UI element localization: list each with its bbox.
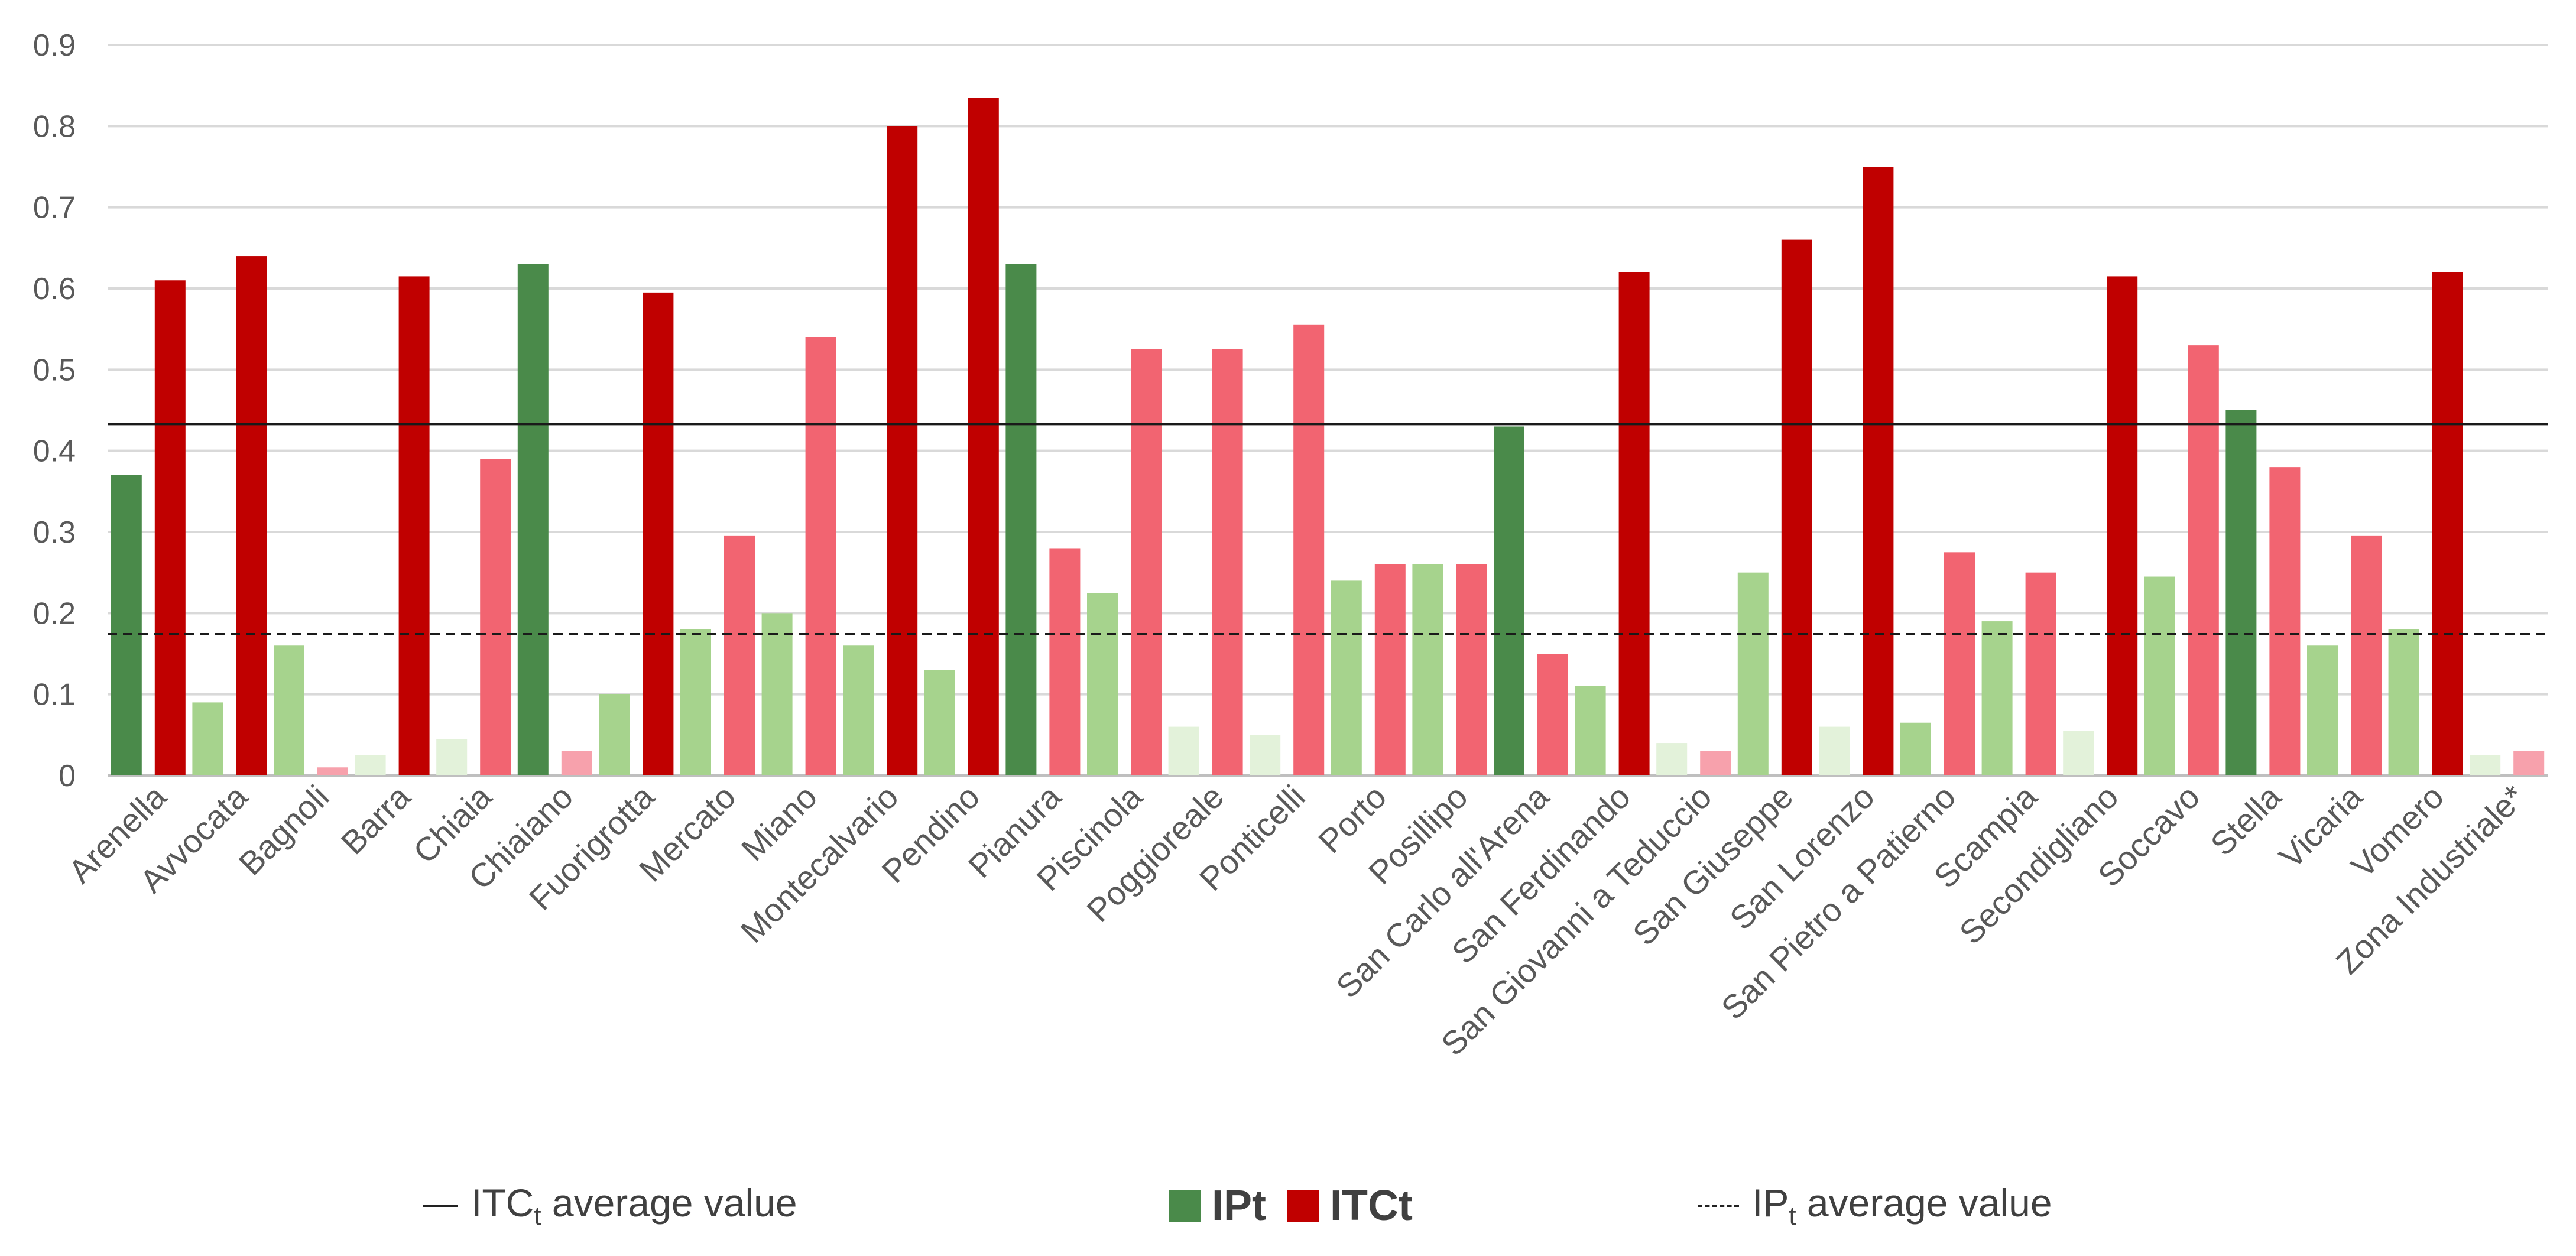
bar-itct bbox=[236, 256, 267, 776]
bar-itct bbox=[2025, 572, 2056, 775]
bar-itct bbox=[2188, 345, 2219, 775]
bar-ipt bbox=[355, 755, 386, 775]
bar-itct bbox=[2351, 535, 2382, 775]
legend-itc-average: ITCt average value bbox=[423, 1179, 797, 1232]
bar-ipt bbox=[1331, 580, 1362, 775]
bar-ipt bbox=[1087, 593, 1118, 775]
reference-lines bbox=[108, 423, 2548, 636]
x-axis-labels: ArenellaAvvocataBagnoliBarraChiaiaChiaia… bbox=[61, 777, 2532, 1062]
bar-itct bbox=[1293, 324, 1325, 775]
solid-line-swatch bbox=[423, 1205, 458, 1207]
x-tick-label: Barra bbox=[334, 777, 418, 861]
bar-itct bbox=[154, 280, 186, 775]
bar-itct bbox=[887, 126, 918, 775]
legend-series: IPt ITCt bbox=[1169, 1179, 1413, 1232]
bar-ipt bbox=[1005, 264, 1037, 775]
bar-itct bbox=[805, 337, 836, 775]
bar-itct bbox=[317, 767, 348, 775]
bar-itct bbox=[1131, 349, 1162, 775]
bar-ipt bbox=[1412, 564, 1443, 775]
legend-ipt-label: IPt bbox=[1212, 1182, 1267, 1229]
y-tick-label: 0.9 bbox=[33, 28, 76, 63]
y-tick-label: 0.2 bbox=[33, 596, 76, 631]
bar-itct bbox=[398, 276, 430, 775]
bar-itct bbox=[2107, 276, 2138, 775]
bars bbox=[111, 98, 2545, 776]
bar-itct bbox=[2269, 467, 2301, 775]
legend-ipt-avg-sub: t bbox=[1789, 1202, 1796, 1231]
bar-itct bbox=[1863, 167, 1894, 775]
bar-itct bbox=[561, 751, 592, 775]
bar-ipt bbox=[1981, 621, 2013, 775]
legend-ipt-avg-prefix: IP bbox=[1752, 1181, 1789, 1225]
bar-itct bbox=[724, 535, 755, 775]
y-tick-label: 0.5 bbox=[33, 353, 76, 387]
bar-ipt bbox=[924, 670, 955, 775]
bar-ipt bbox=[1737, 572, 1769, 775]
bar-ipt bbox=[2388, 629, 2419, 775]
bar-ipt bbox=[599, 694, 630, 775]
bar-ipt bbox=[843, 645, 874, 775]
legend-ipt-average: IPt average value bbox=[1698, 1179, 2052, 1232]
bar-ipt bbox=[436, 739, 468, 775]
legend-itct-label: ITCt bbox=[1330, 1182, 1413, 1229]
bar-ipt bbox=[1250, 735, 1281, 775]
bar-ipt bbox=[2063, 731, 2094, 775]
y-tick-label: 0.6 bbox=[33, 272, 76, 306]
x-tick-label: Bagnoli bbox=[232, 778, 336, 882]
bar-itct bbox=[1049, 548, 1081, 775]
bar-ipt bbox=[1819, 726, 1850, 775]
legend-ipt-avg-suffix: average value bbox=[1796, 1181, 2052, 1225]
bar-ipt bbox=[1168, 726, 1199, 775]
bar-ipt bbox=[2144, 576, 2175, 775]
bar-itct bbox=[1781, 239, 1812, 776]
y-tick-label: 0.8 bbox=[33, 109, 76, 144]
bar-ipt bbox=[517, 264, 549, 775]
gridlines bbox=[108, 44, 2548, 777]
y-tick-label: 0.4 bbox=[33, 434, 76, 469]
bar-itct bbox=[1618, 272, 1650, 775]
dashed-line-swatch bbox=[1698, 1205, 1739, 1207]
bar-itct bbox=[2513, 751, 2545, 775]
bar-ipt bbox=[680, 629, 711, 775]
bar-ipt bbox=[2307, 645, 2338, 775]
bar-ipt bbox=[2470, 755, 2501, 775]
bar-ipt bbox=[2225, 410, 2257, 775]
bar-itct bbox=[2432, 272, 2463, 775]
bar-itct bbox=[1212, 349, 1243, 775]
bar-itct bbox=[1537, 654, 1568, 775]
bar-itct bbox=[968, 98, 999, 776]
bar-itct bbox=[1944, 552, 1975, 775]
itct-swatch bbox=[1287, 1190, 1320, 1222]
bar-itct bbox=[480, 459, 511, 775]
bar-ipt bbox=[1575, 686, 1606, 775]
bar-itct bbox=[643, 292, 674, 775]
y-tick-label: 0.3 bbox=[33, 515, 76, 550]
legend-itc-avg-prefix: ITC bbox=[471, 1181, 534, 1225]
bar-ipt bbox=[1900, 722, 1931, 775]
bar-ipt bbox=[1656, 743, 1688, 775]
bar-itct bbox=[1456, 564, 1487, 775]
y-tick-label: 0.7 bbox=[33, 191, 76, 225]
y-tick-label: 0 bbox=[59, 759, 76, 793]
legend-itc-avg-sub: t bbox=[534, 1202, 541, 1231]
y-axis-ticks: 0 0.1 0.2 0.3 0.4 0.5 0.6 0.7 0.8 0.9 bbox=[33, 28, 76, 793]
legend-itc-avg-suffix: average value bbox=[541, 1181, 797, 1225]
ipt-swatch bbox=[1169, 1190, 1201, 1222]
bar-ipt bbox=[111, 475, 142, 775]
bar-ipt bbox=[192, 702, 223, 775]
bar-itct bbox=[1700, 751, 1731, 775]
y-tick-label: 0.1 bbox=[33, 678, 76, 712]
bar-ipt bbox=[274, 645, 304, 775]
bar-ipt bbox=[761, 613, 793, 775]
bar-itct bbox=[1374, 564, 1406, 775]
bar-ipt bbox=[1494, 426, 1524, 775]
